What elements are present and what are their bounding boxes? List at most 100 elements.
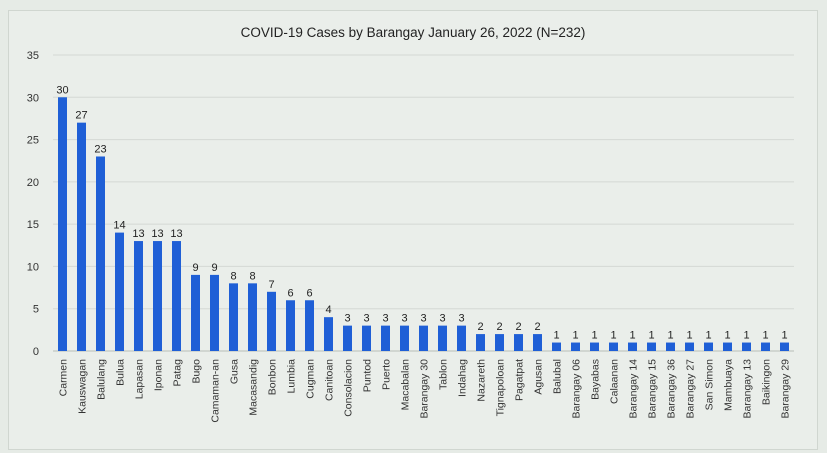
data-label: 3 <box>363 313 369 325</box>
data-label: 1 <box>686 330 692 342</box>
x-tick-label: Kauswagan <box>77 359 89 414</box>
bar <box>666 342 675 351</box>
data-label: 13 <box>170 228 182 240</box>
y-axis: 0 5 10 15 20 25 30 35 <box>27 50 39 358</box>
data-labels: 30 27 23 14 13 13 13 9 9 8 8 7 6 6 4 3 3 3 3 3 3 3 2 2 2 2 1 1 1 1 1 1 1… <box>56 84 787 341</box>
data-label: 2 <box>496 321 502 333</box>
bar <box>115 232 124 351</box>
data-label: 9 <box>211 262 217 274</box>
bar <box>419 325 428 351</box>
y-tick-label: 35 <box>27 50 39 62</box>
bar <box>134 241 143 351</box>
y-tick-label: 25 <box>27 135 39 147</box>
x-tick-label: Barangay 14 <box>628 359 640 419</box>
x-tick-label: Barangay 36 <box>666 359 678 419</box>
x-tick-label: Pagatpat <box>514 359 526 401</box>
x-tick-label: Barangay 30 <box>419 359 431 419</box>
data-label: 3 <box>382 313 388 325</box>
chart-frame: COVID-19 Cases by Barangay January 26, 2… <box>8 10 818 450</box>
x-tick-label: Puerto <box>381 359 393 390</box>
bar <box>628 342 637 351</box>
data-label: 1 <box>724 330 730 342</box>
x-tick-label: Puntod <box>362 359 374 392</box>
x-tick-label: Carmen <box>58 359 70 397</box>
x-tick-label: Patag <box>172 359 184 387</box>
bar <box>362 325 371 351</box>
bar <box>286 300 295 351</box>
bar <box>248 283 257 351</box>
x-tick-label: Macabalan <box>400 359 412 411</box>
x-tick-label: Barangay 27 <box>685 359 697 419</box>
bar <box>685 342 694 351</box>
x-tick-label: Tignapoloan <box>495 359 507 417</box>
x-tick-label: Bugo <box>191 359 203 384</box>
data-label: 14 <box>113 220 125 232</box>
bar <box>495 334 504 351</box>
x-tick-label: Lumbia <box>286 359 298 394</box>
data-label: 4 <box>325 304 331 316</box>
x-tick-label: Nazareth <box>476 359 488 402</box>
x-tick-label: Consolacion <box>343 359 355 417</box>
x-tick-label: Bonbon <box>267 359 279 395</box>
bar-chart: COVID-19 Cases by Barangay January 26, 2… <box>27 25 794 423</box>
bar <box>305 300 314 351</box>
bar <box>609 342 618 351</box>
data-label: 8 <box>230 270 236 282</box>
data-label: 1 <box>743 330 749 342</box>
bar <box>780 342 789 351</box>
bar <box>438 325 447 351</box>
x-tick-label: Iponan <box>153 359 165 391</box>
y-tick-label: 20 <box>27 177 39 189</box>
bar <box>590 342 599 351</box>
x-tick-label: Barangay 06 <box>571 359 583 419</box>
data-label: 2 <box>534 321 540 333</box>
data-label: 1 <box>762 330 768 342</box>
data-label: 3 <box>439 313 445 325</box>
data-label: 1 <box>610 330 616 342</box>
x-tick-label: Camaman-an <box>210 359 222 423</box>
bar <box>172 241 181 351</box>
data-label: 30 <box>56 84 68 96</box>
x-tick-label: Cugman <box>305 359 317 399</box>
bar <box>153 241 162 351</box>
gridlines <box>53 54 794 352</box>
bar <box>343 325 352 351</box>
x-tick-label: Baikingon <box>761 359 773 405</box>
bar <box>647 342 656 351</box>
data-label: 1 <box>553 330 559 342</box>
bar <box>77 122 86 352</box>
data-label: 1 <box>648 330 654 342</box>
bar <box>210 274 219 351</box>
bar <box>723 342 732 351</box>
data-label: 27 <box>75 110 87 122</box>
data-label: 3 <box>344 313 350 325</box>
data-label: 3 <box>401 313 407 325</box>
x-tick-label: Calaanan <box>609 359 621 404</box>
bar <box>552 342 561 351</box>
bar <box>514 334 523 351</box>
y-tick-label: 10 <box>27 261 39 273</box>
x-tick-label: Gusa <box>229 359 241 384</box>
x-tick-label: Barangay 29 <box>780 359 792 419</box>
y-tick-label: 15 <box>27 219 39 231</box>
data-label: 7 <box>268 279 274 291</box>
data-label: 1 <box>781 330 787 342</box>
x-tick-label: Balulang <box>96 359 108 400</box>
data-label: 1 <box>591 330 597 342</box>
data-label: 1 <box>667 330 673 342</box>
x-tick-label: San Simon <box>704 359 716 411</box>
data-label: 6 <box>306 287 312 299</box>
bar <box>533 334 542 351</box>
y-tick-label: 0 <box>33 346 39 358</box>
data-label: 8 <box>249 270 255 282</box>
bar <box>457 325 466 351</box>
bar <box>571 342 580 351</box>
y-tick-label: 5 <box>33 304 39 316</box>
data-label: 23 <box>94 143 106 155</box>
x-tick-label: Indahag <box>457 359 469 397</box>
bar <box>96 156 105 351</box>
data-label: 2 <box>515 321 521 333</box>
x-tick-label: Bulua <box>115 359 127 386</box>
bar <box>229 283 238 351</box>
bar <box>324 317 333 351</box>
